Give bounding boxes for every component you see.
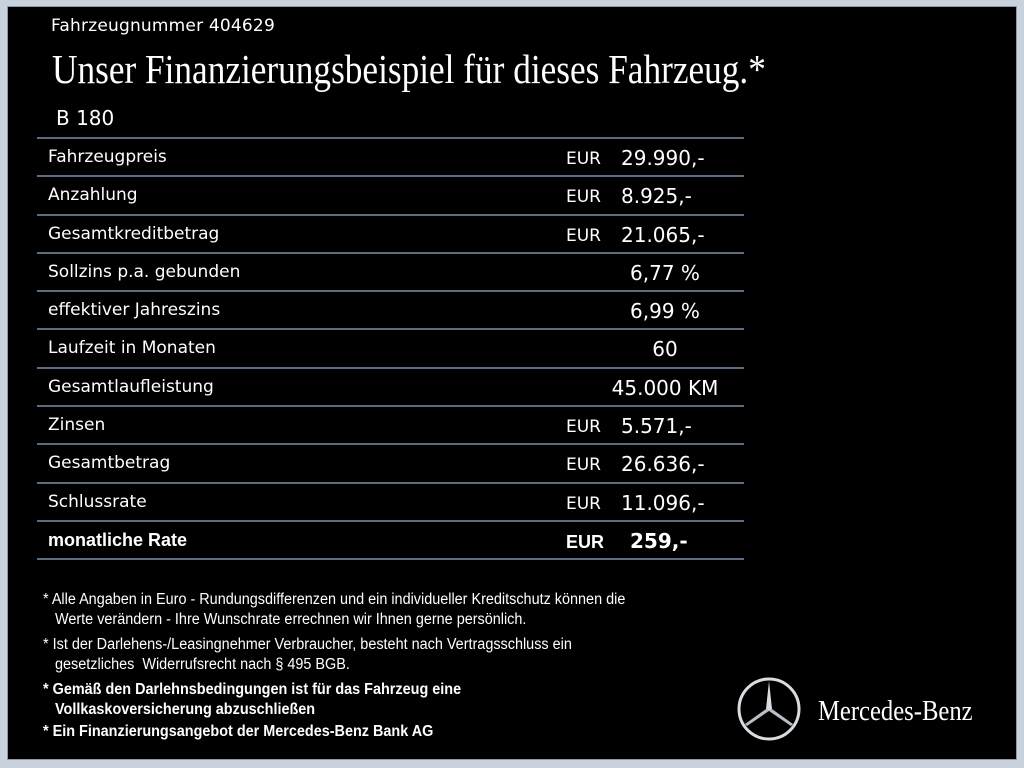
row-currency: EUR: [566, 493, 601, 514]
row-currency: EUR: [566, 187, 601, 208]
row-currency: EUR: [566, 225, 601, 246]
row-currency: EUR: [566, 417, 601, 438]
row-value: 5.571,-: [621, 414, 692, 439]
row-value: 6,77 %: [630, 260, 700, 285]
row-label: Laufzeit in Monaten: [48, 338, 216, 359]
row-value: 21.065,-: [621, 222, 705, 247]
row-value: 26.636,-: [621, 452, 705, 477]
row-currency: EUR: [566, 531, 605, 552]
row-value: 45.000 KM: [611, 375, 719, 400]
page-title: Unser Finanzierungsbeispiel für dieses F…: [52, 46, 766, 92]
row-label: Gesamtbetrag: [48, 453, 171, 474]
financing-table: Fahrzeugpreis EUR 29.990,- Anzahlung EUR 8.92…: [37, 137, 744, 561]
row-currency: EUR: [566, 149, 601, 169]
footnote: * Gemäß den Darlehnsbedingungen ist für …: [43, 681, 462, 718]
row-value: 8.925,-: [621, 184, 692, 209]
row-label: Schlussrate: [48, 491, 147, 512]
table-row: Gesamtbetrag EUR 26.636,-: [37, 443, 744, 481]
row-label: monatliche Rate: [48, 529, 188, 550]
footnote: * Ist der Darlehens-/Leasingnehmer Verbr…: [43, 636, 572, 673]
row-label: Zinsen: [48, 415, 106, 436]
row-currency: EUR: [566, 455, 601, 476]
table-row: Zinsen EUR 5.571,-: [37, 405, 744, 443]
row-label: Sollzins p.a. gebunden: [48, 261, 241, 282]
row-label: Anzahlung: [48, 185, 138, 206]
row-value: 60: [652, 337, 678, 362]
footnote: * Ein Finanzierungsangebot der Mercedes-…: [43, 723, 434, 740]
table-row: Gesamtlaufleistung 45.000 KM: [37, 366, 744, 405]
table-row: Fahrzeugpreis EUR 29.990,-: [37, 137, 744, 175]
row-label: Gesamtkreditbetrag: [48, 223, 220, 244]
row-label: Fahrzeugpreis: [48, 147, 167, 167]
row-label: Gesamtlaufleistung: [48, 376, 214, 397]
brand-wordmark: Mercedes-Benz: [818, 696, 973, 727]
table-row: Schlussrate EUR 11.096,-: [37, 481, 744, 520]
vehicle-number: Fahrzeugnummer 404629: [51, 16, 275, 36]
table-row: Anzahlung EUR 8.925,-: [37, 175, 744, 213]
table-row: Gesamtkreditbetrag EUR 21.065,-: [37, 213, 744, 252]
row-label: effektiver Jahreszins: [48, 300, 221, 321]
footnote: * Alle Angaben in Euro - Rundungsdiffere…: [43, 591, 626, 628]
footnotes: * Alle Angaben in Euro - Rundungsdiffere…: [43, 590, 625, 744]
offer-panel: Fahrzeugnummer 404629 Unser Finanzierung…: [8, 7, 1016, 759]
table-row: Sollzins p.a. gebunden 6,77 %: [37, 251, 744, 290]
model-name: B 180: [56, 106, 115, 130]
row-value: 259,-: [630, 528, 688, 553]
table-row: effektiver Jahreszins 6,99 %: [37, 290, 744, 328]
table-row: monatliche Rate EUR 259,-: [37, 519, 744, 561]
row-value: 11.096,-: [621, 490, 705, 515]
table-row: Laufzeit in Monaten 60: [37, 328, 744, 366]
row-value: 6,99 %: [630, 299, 700, 324]
row-value: 29.990,-: [621, 146, 705, 170]
mercedes-star-logo: [737, 677, 801, 741]
